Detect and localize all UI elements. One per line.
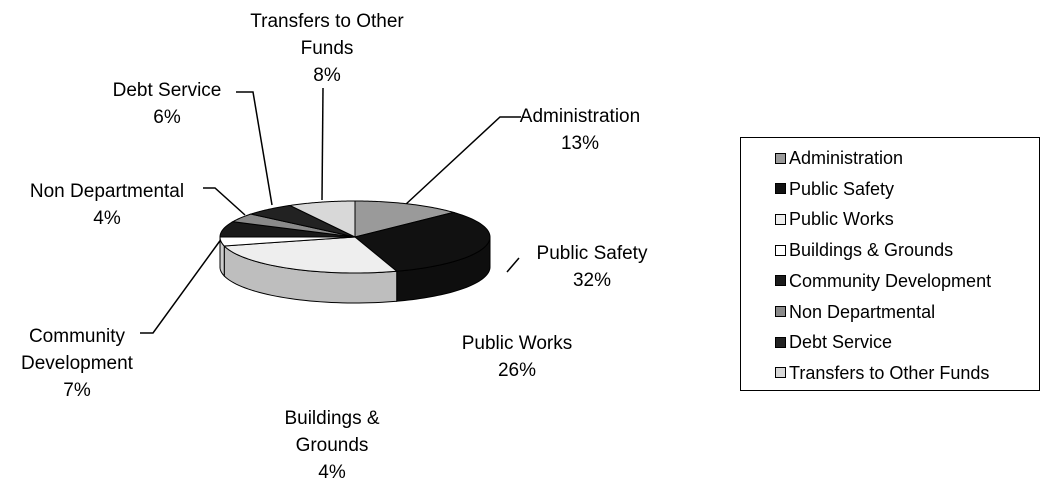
slice-label: Non Departmental 4% <box>2 178 212 232</box>
legend-item: Transfers to Other Funds <box>775 362 989 384</box>
slice <box>249 204 356 238</box>
legend-label: Public Works <box>789 209 894 230</box>
legend-label: Transfers to Other Funds <box>789 362 990 383</box>
legend: Administration Public Safety Public Works B… <box>740 137 1040 391</box>
legend-item: Public Safety <box>775 178 894 200</box>
slice-label: Buildings & Grounds 4% <box>277 405 387 483</box>
slice-label: Community Development 7% <box>7 323 147 404</box>
legend-label: Community Development <box>789 270 992 291</box>
legend-label: Debt Service <box>789 332 893 353</box>
slice-top <box>249 204 356 238</box>
slice-top <box>219 236 356 247</box>
slice-top <box>354 200 456 238</box>
pie-tops <box>219 200 491 274</box>
value-label: 26% <box>497 360 537 381</box>
category-name: Non Departmental <box>29 181 185 202</box>
value-label: 8% <box>313 65 341 86</box>
legend-swatch <box>775 213 786 225</box>
legend-swatch <box>775 367 786 379</box>
legend-item: Non Departmental <box>775 301 935 323</box>
slice <box>354 200 456 238</box>
leader-lines <box>140 87 521 334</box>
category-name: Administration <box>519 106 641 127</box>
category-name: Debt Service <box>112 80 222 101</box>
slice-label: Public Works 26% <box>417 330 617 384</box>
category-name: Public Works <box>461 333 573 354</box>
legend-item: Buildings & Grounds <box>775 239 953 261</box>
slice <box>288 200 356 238</box>
legend-swatch <box>775 244 786 256</box>
legend-swatch <box>775 152 786 164</box>
slice-top <box>223 236 398 274</box>
legend-item: Debt Service <box>775 331 892 353</box>
slice-top <box>353 211 491 272</box>
value-label: 7% <box>63 380 91 401</box>
category-name: Buildings & Grounds <box>284 408 380 456</box>
value-label: 13% <box>560 133 600 154</box>
category-name: Community Development <box>21 326 133 374</box>
value-label: 4% <box>318 462 346 483</box>
slice-label: Transfers to Other Funds 8% <box>237 8 417 89</box>
pie-sides <box>219 236 491 304</box>
legend-item: Community Development <box>775 270 991 292</box>
legend-label: Non Departmental <box>789 301 936 322</box>
slice-top <box>288 200 356 238</box>
legend-label: Administration <box>789 148 904 168</box>
value-label: 6% <box>153 107 181 128</box>
value-label: 4% <box>93 208 121 229</box>
slice-label: Public Safety 32% <box>492 240 692 294</box>
legend-label: Buildings & Grounds <box>789 240 954 261</box>
legend-swatch <box>775 306 786 317</box>
slice-top <box>231 213 356 238</box>
slice <box>353 211 491 272</box>
legend-swatch <box>775 336 786 348</box>
legend-label: Public Safety <box>789 178 895 199</box>
slice <box>223 236 398 274</box>
category-name: Transfers to Other Funds <box>250 11 404 59</box>
category-name: Public Safety <box>536 243 648 264</box>
slice-label: Administration 13% <box>480 103 680 157</box>
legend-item: Administration <box>775 147 903 169</box>
value-label: 32% <box>572 270 612 291</box>
slice <box>219 236 356 247</box>
slice <box>231 213 356 238</box>
legend-swatch <box>775 275 786 287</box>
legend-swatch <box>775 183 786 195</box>
legend-item: Public Works <box>775 208 894 230</box>
slice-label: Debt Service 6% <box>87 77 247 131</box>
